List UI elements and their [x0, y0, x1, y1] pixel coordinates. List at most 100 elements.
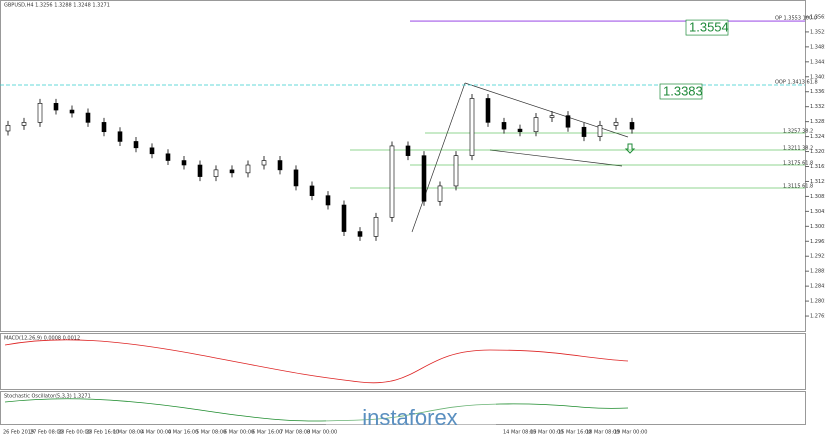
fib-note: 1.3115 61.8 [783, 184, 813, 190]
candle-body [325, 195, 331, 206]
candle-body [373, 217, 379, 237]
candle-body [341, 204, 347, 232]
date-label: 28 Feb 16:00 [86, 430, 119, 436]
fib-note: 1.3175 61.8 [783, 161, 813, 167]
date-label: 6 Mar 00:00 [224, 430, 254, 436]
macd-label: MACD(12,26,9) 0.0008 0.0012 [4, 336, 80, 342]
price-tick-label: 1.3565 [810, 14, 825, 20]
watermark-bg [326, 400, 496, 438]
date-label: 19 Mar 00:00 [614, 430, 647, 436]
date-label: 7 Mar 08:00 [280, 430, 310, 436]
trend-lines [411, 82, 629, 233]
price-tick-label: 1.3245 [810, 134, 825, 140]
candle-body [245, 164, 251, 174]
candle-body [565, 115, 571, 128]
candle-body [453, 155, 459, 187]
date-label: 4 Mar 16:00 [168, 430, 198, 436]
plot: 1.2765 1.2805 1.2845 1.2885 1.2925 1.2965 1.30… [0, 14, 825, 320]
candle-body [613, 122, 619, 126]
price-tick-label: 1.3365 [810, 89, 825, 95]
stoch-panel [0, 391, 806, 425]
price-tick-label: 1.3125 [810, 179, 825, 185]
candle-body [597, 125, 603, 137]
date-label: 8 Mar 00:00 [307, 430, 337, 436]
candle-body [293, 169, 299, 187]
candle-body [21, 122, 27, 126]
candle-body [53, 103, 59, 111]
candle-body [469, 98, 475, 156]
candle-body [501, 122, 507, 130]
candle-body [197, 164, 203, 177]
symbol-header: GBPUSD,H4 1.3256 1.3288 1.3248 1.3271 [4, 3, 110, 9]
price-tick-label: 1.3525 [810, 29, 825, 35]
candle-body [181, 160, 187, 166]
candle-body [229, 169, 235, 174]
candle-body [149, 147, 155, 155]
candle-body [437, 185, 443, 202]
price-tick-label: 1.3165 [810, 164, 825, 170]
level-note: OOP 1.3413 61.8 [775, 79, 818, 85]
price-tick-label: 1.3285 [810, 119, 825, 125]
candle-body [405, 145, 411, 156]
date-label: 5 Mar 08:00 [196, 430, 226, 436]
date-label: 26 Feb 2019 [3, 430, 34, 436]
price-tick-label: 1.3445 [810, 59, 825, 65]
candle-body [37, 103, 43, 123]
date-label: 27 Feb 08:00 [30, 430, 63, 436]
date-label: 15 Mar 00:00 [530, 430, 563, 436]
fib-note: 1.3257 38.2 [783, 129, 813, 135]
price-tick-label: 1.3205 [810, 149, 825, 155]
candle-body [69, 109, 75, 114]
date-label: 4 Mar 00:00 [141, 430, 171, 436]
date-label: 15 Mar 16:00 [558, 430, 591, 436]
stoch-line [4, 398, 629, 422]
macd-panel [0, 333, 806, 390]
level-label: 1.3554 [689, 20, 729, 35]
date-label: 14 Mar 08:00 [503, 430, 536, 436]
date-label: 28 Feb 00:00 [58, 430, 91, 436]
candle-body [261, 160, 267, 166]
stoch-label: Stochastic Oscillator(5,3,3) 1.3271 [4, 394, 91, 400]
price-tick-label: 1.2885 [810, 269, 825, 275]
candle-body [309, 185, 315, 196]
candle-body [277, 160, 283, 171]
price-tick-label: 1.3085 [810, 194, 825, 200]
candle-body [85, 112, 91, 123]
candle-body [421, 155, 427, 202]
candle-body [485, 98, 491, 123]
candle-body [101, 122, 107, 133]
date-label: 18 Mar 08:00 [586, 430, 619, 436]
watermark: instaforex [362, 405, 457, 430]
price-tick-label: 1.3405 [810, 74, 825, 80]
date-label: 1 Mar 08:00 [113, 430, 143, 436]
price-tick-label: 1.2845 [810, 284, 825, 290]
price-tick-label: 1.2925 [810, 254, 825, 260]
arrow-icon [624, 143, 636, 154]
date-label: 6 Mar 16:00 [252, 430, 282, 436]
macd-line [4, 339, 629, 384]
price-tick-label: 1.3325 [810, 104, 825, 110]
price-tick-label: 1.3005 [810, 224, 825, 230]
candle-body [533, 117, 539, 133]
candle-body [549, 115, 555, 118]
price-tick-label: 1.2765 [810, 314, 825, 320]
price-tick-label: 1.3045 [810, 209, 825, 215]
candle-body [165, 153, 171, 161]
candle-body [133, 141, 139, 149]
candle-body [357, 231, 363, 237]
candle-body [213, 169, 219, 177]
candle-body [629, 122, 635, 130]
fib-note: 1.3211 38.2 [783, 146, 813, 152]
price-tick-label: 1.3485 [810, 44, 825, 50]
price-panel [0, 0, 806, 332]
price-tick-label: 1.2805 [810, 299, 825, 305]
level-box [685, 19, 729, 36]
price-tick-label: 1.2965 [810, 239, 825, 245]
candle-body [517, 128, 523, 133]
candle-body [117, 131, 123, 142]
candle-body [5, 125, 11, 132]
level-note: OP 1.3553 100.0 [775, 16, 817, 22]
candle-body [389, 145, 395, 218]
candle-body [581, 126, 587, 137]
